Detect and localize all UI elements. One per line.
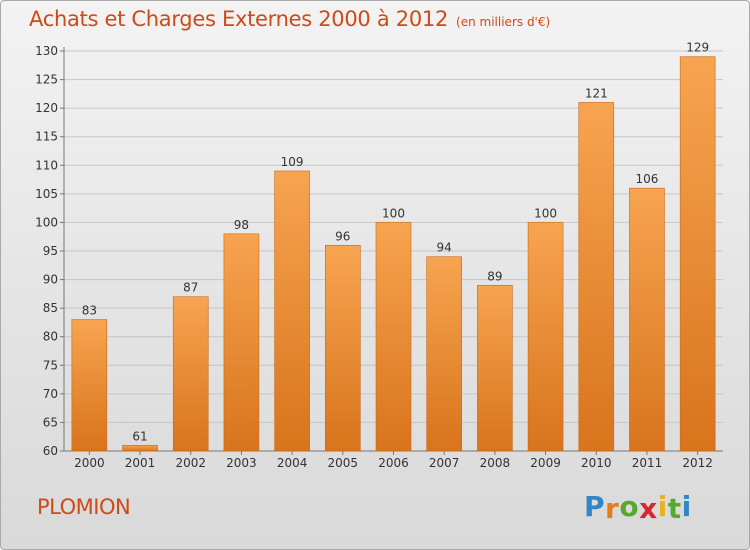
- x-tick-label: 2004: [277, 456, 308, 470]
- data-label: 106: [636, 172, 659, 186]
- chart-subtitle: (en milliers d'€): [456, 15, 551, 29]
- x-tick-label: 2001: [125, 456, 156, 470]
- y-tick-label: 65: [43, 415, 58, 429]
- x-tick-label: 2008: [480, 456, 511, 470]
- proxiti-logo[interactable]: Proxiti: [584, 490, 692, 525]
- data-label: 87: [183, 281, 198, 295]
- bar-2002: [172, 296, 209, 452]
- logo-letter: r: [605, 492, 620, 525]
- data-label: 100: [534, 206, 557, 220]
- bar-2003: [223, 233, 260, 452]
- logo-letter: i: [657, 490, 668, 523]
- data-label: 61: [132, 429, 147, 443]
- data-label: 94: [437, 241, 452, 255]
- y-tick-label: 70: [43, 387, 58, 401]
- data-label: 83: [82, 304, 97, 318]
- logo-letter: P: [584, 490, 606, 523]
- y-tick-label: 75: [43, 358, 58, 372]
- x-tick-label: 2007: [429, 456, 460, 470]
- y-tick-label: 95: [43, 244, 58, 258]
- chart-title: Achats et Charges Externes 2000 à 2012 (e…: [29, 7, 550, 31]
- logo-letter: o: [619, 490, 640, 523]
- x-tick-label: 2002: [175, 456, 206, 470]
- x-tick-label: 2005: [328, 456, 359, 470]
- x-tick-label: 2003: [226, 456, 257, 470]
- bar-2012: [679, 56, 716, 452]
- y-tick-label: 115: [35, 130, 58, 144]
- y-tick-label: 60: [43, 444, 58, 458]
- data-label: 100: [382, 206, 405, 220]
- y-tick-label: 85: [43, 301, 58, 315]
- chart-title-text: Achats et Charges Externes 2000 à 2012: [29, 7, 449, 31]
- data-label: 129: [686, 41, 709, 55]
- y-tick-label: 120: [35, 101, 58, 115]
- bars: [71, 56, 716, 452]
- data-label: 89: [487, 269, 502, 283]
- y-tick-label: 80: [43, 330, 58, 344]
- commune-name: PLOMION: [37, 495, 131, 519]
- y-tick-label: 90: [43, 273, 58, 287]
- y-tick-label: 105: [35, 187, 58, 201]
- x-tick-label: 2010: [581, 456, 612, 470]
- data-label: 96: [335, 229, 350, 243]
- y-tick-label: 125: [35, 73, 58, 87]
- bar-2008: [477, 284, 513, 452]
- bar-2009: [527, 222, 564, 452]
- bar-2007: [426, 256, 462, 452]
- data-label: 121: [585, 86, 608, 100]
- x-tick-label: 2009: [530, 456, 561, 470]
- bar-2010: [578, 102, 615, 452]
- x-tick-label: 2006: [378, 456, 409, 470]
- bar-2005: [325, 244, 361, 452]
- bar-2001: [122, 444, 158, 452]
- data-label: 109: [281, 155, 304, 169]
- bar-2000: [71, 319, 108, 452]
- y-tick-label: 130: [35, 44, 58, 58]
- x-tick-label: 2011: [632, 456, 663, 470]
- bar-2004: [274, 170, 310, 452]
- x-tick-label: 2012: [682, 456, 713, 470]
- y-tick-label: 100: [35, 215, 58, 229]
- bar-2011: [629, 187, 665, 452]
- bar-2006: [375, 222, 412, 452]
- logo-letter: t: [667, 492, 682, 525]
- data-labels: 83 61 87 98 109 96 100 94 89 100 121 106 129: [82, 41, 709, 444]
- logo-letter: x: [639, 492, 658, 525]
- data-label: 98: [234, 218, 249, 232]
- y-tick-label: 110: [35, 158, 58, 172]
- logo-letter: i: [681, 490, 692, 523]
- x-tick-label: 2000: [74, 456, 105, 470]
